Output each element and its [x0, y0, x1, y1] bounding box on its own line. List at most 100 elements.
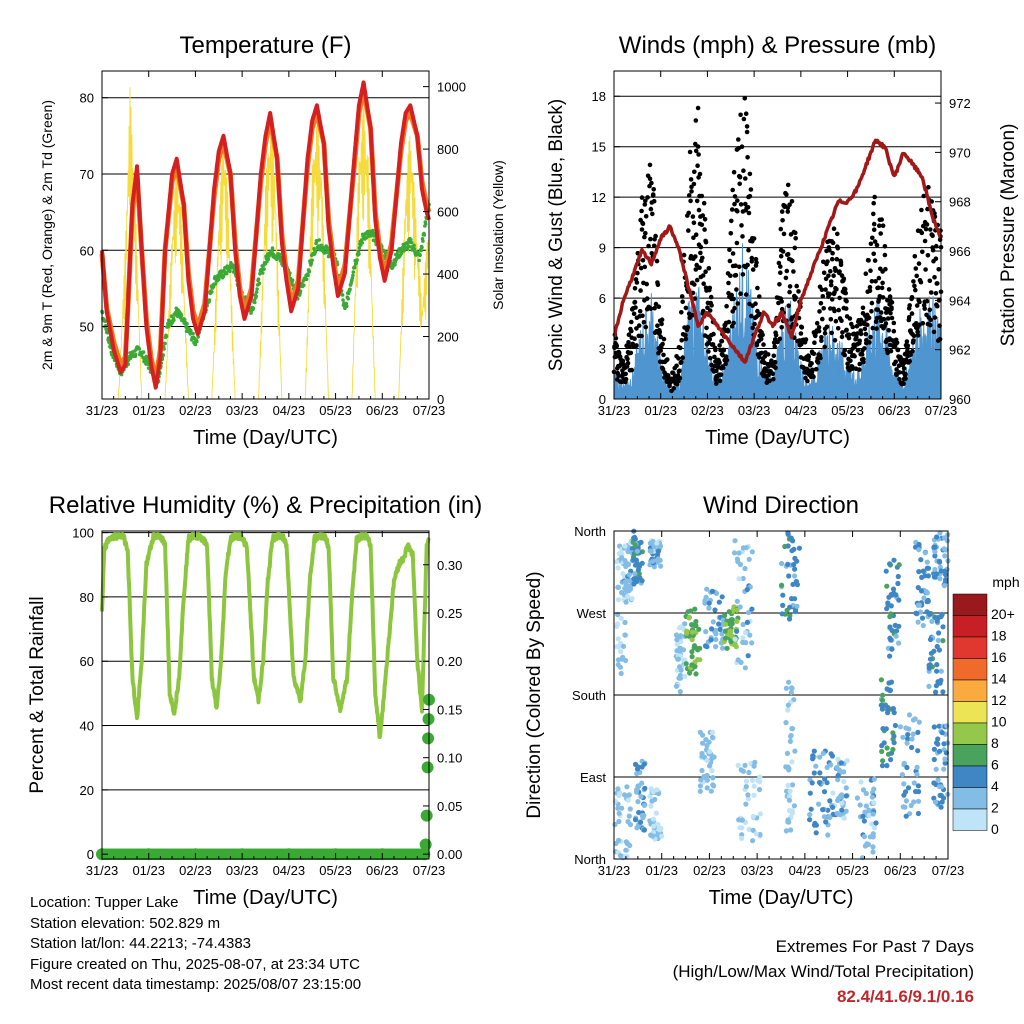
gust-point [678, 345, 683, 351]
direction-point [624, 840, 631, 847]
direction-point [821, 814, 828, 820]
direction-point [820, 750, 826, 757]
legend-label: 14 [991, 670, 1007, 686]
direction-point [618, 648, 624, 655]
direction-point [707, 763, 713, 769]
direction-point [757, 811, 763, 817]
direction-point [816, 801, 822, 807]
gust-point [735, 198, 740, 203]
direction-point [722, 621, 729, 627]
direction-point [615, 565, 621, 571]
gust-point [876, 285, 881, 291]
direction-point [870, 811, 876, 817]
gust-point [843, 306, 849, 311]
direction-point [622, 619, 628, 626]
direction-point [696, 626, 702, 632]
direction-point [736, 817, 742, 823]
gust-point [927, 307, 933, 313]
gust-point [931, 329, 937, 335]
gust-point [739, 223, 744, 228]
gust-point [740, 234, 745, 239]
direction-point [615, 805, 621, 811]
direction-point [830, 804, 836, 810]
direction-point [841, 778, 847, 785]
gust-point [896, 363, 902, 369]
gust-point [915, 329, 920, 335]
gust-point [697, 171, 703, 177]
direction-point [617, 853, 624, 859]
direction-point [787, 793, 793, 800]
direction-point [789, 548, 795, 554]
gust-point [635, 270, 640, 276]
direction-point [750, 838, 756, 844]
gust-point [702, 217, 708, 222]
gust-point [794, 283, 799, 289]
direction-point [749, 549, 755, 555]
direction-point [634, 825, 640, 831]
dewpoint-point [393, 262, 397, 267]
gust-point [741, 168, 746, 173]
dewpoint-point [402, 248, 407, 253]
dewpoint-point [162, 347, 166, 351]
direction-point [649, 833, 656, 839]
direction-point [942, 553, 948, 559]
direction-point [927, 636, 934, 643]
direction-point [915, 585, 921, 591]
gust-point [848, 358, 853, 364]
dewpoint-point [393, 260, 398, 264]
gust-point [699, 222, 705, 228]
direction-point [631, 576, 637, 582]
gust-point [799, 342, 804, 347]
gust-point [654, 258, 660, 264]
gust-point [677, 368, 682, 374]
direction-point [614, 623, 620, 630]
gust-point [844, 327, 849, 333]
direction-point [794, 558, 800, 564]
direction-point [836, 795, 842, 802]
gust-point [921, 302, 927, 308]
gust-point [628, 350, 634, 356]
wind-y2label: Station Pressure (Maroon) [998, 124, 1019, 347]
direction-point [713, 644, 719, 650]
gust-point [644, 281, 649, 287]
direction-point [731, 550, 738, 556]
gust-point [729, 292, 734, 298]
direction-point [880, 758, 886, 764]
gust-point [928, 322, 933, 328]
gust-point [723, 361, 728, 367]
gust-point [700, 273, 706, 278]
direction-point [890, 586, 897, 592]
gust-point [852, 353, 857, 359]
direction-point [740, 621, 746, 628]
gust-point [691, 235, 696, 240]
rh-xtick-label: 04/23 [273, 863, 306, 878]
wdir-xtick-label: 05/23 [836, 863, 869, 878]
gust-point [867, 284, 873, 290]
direction-point [712, 607, 718, 613]
gust-point [854, 335, 859, 340]
gust-point [864, 322, 870, 328]
gust-point [867, 340, 872, 345]
precip-point [422, 732, 435, 745]
gust-point [811, 374, 816, 380]
gust-point [816, 325, 822, 330]
direction-point [879, 697, 886, 703]
direction-point [685, 609, 691, 615]
wind-y2tick-label: 960 [949, 392, 971, 407]
dewpoint-point [341, 298, 345, 302]
gust-point [874, 326, 879, 331]
gust-point [637, 309, 643, 314]
gust-point [743, 111, 749, 116]
direction-point [716, 621, 722, 627]
gust-point [932, 315, 938, 320]
gust-point [825, 259, 830, 264]
temp-ytick-label: 70 [80, 167, 94, 182]
gust-point [681, 252, 687, 258]
direction-point [687, 670, 693, 676]
direction-point [839, 807, 845, 813]
gust-point [879, 217, 884, 222]
gust-point [845, 361, 850, 367]
direction-point [786, 807, 793, 814]
gust-point [747, 171, 753, 177]
gust-point [793, 295, 798, 300]
